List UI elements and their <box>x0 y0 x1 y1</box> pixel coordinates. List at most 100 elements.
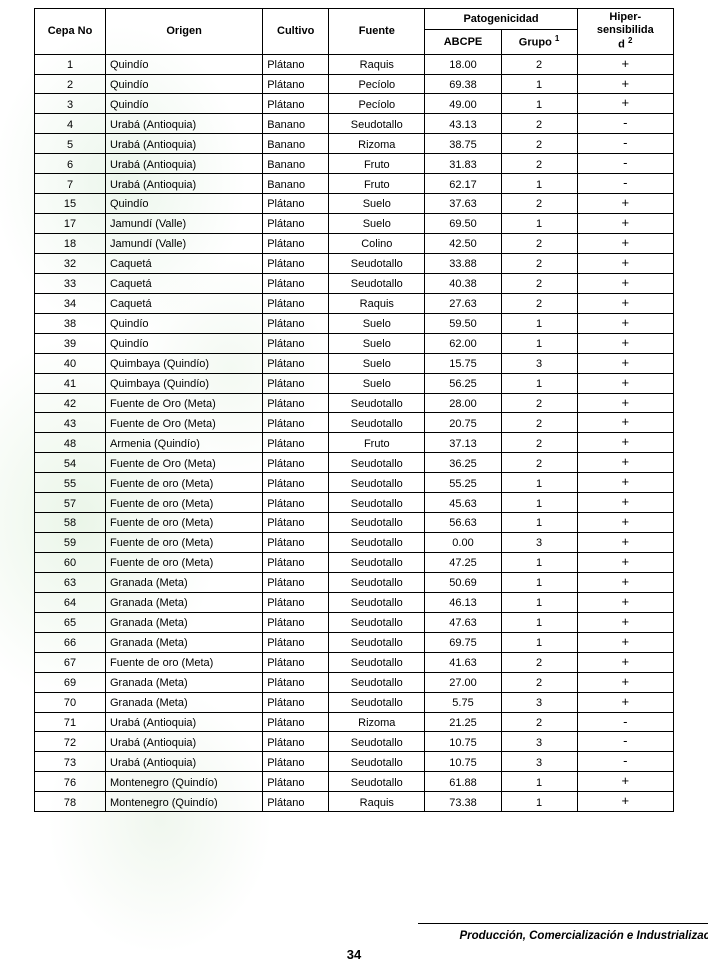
table-row: 41Quimbaya (Quindío)PlátanoSuelo56.251+ <box>35 373 674 393</box>
cell-grupo: 2 <box>501 293 577 313</box>
cell-hiper: - <box>577 712 673 732</box>
cell-grupo: 2 <box>501 712 577 732</box>
cell-cepa: 64 <box>35 592 106 612</box>
cell-grupo: 1 <box>501 632 577 652</box>
col-abcpe: ABCPE <box>425 30 501 54</box>
cell-hiper: + <box>577 652 673 672</box>
cell-origen: Granada (Meta) <box>106 672 263 692</box>
cell-hiper: - <box>577 134 673 154</box>
page-number: 34 <box>347 947 361 962</box>
cell-grupo: 1 <box>501 214 577 234</box>
cell-cultivo: Plátano <box>263 214 329 234</box>
cell-hiper: + <box>577 313 673 333</box>
table-row: 32CaquetáPlátanoSeudotallo33.882+ <box>35 253 674 273</box>
cell-abcpe: 42.50 <box>425 234 501 254</box>
cell-hiper: + <box>577 572 673 592</box>
cell-cepa: 41 <box>35 373 106 393</box>
cell-cepa: 4 <box>35 114 106 134</box>
cell-grupo: 2 <box>501 433 577 453</box>
table-row: 54Fuente de Oro (Meta)PlátanoSeudotallo3… <box>35 453 674 473</box>
table-row: 2QuindíoPlátanoPecíolo69.381+ <box>35 74 674 94</box>
cell-fuente: Seudotallo <box>329 273 425 293</box>
cell-cepa: 57 <box>35 493 106 513</box>
cell-grupo: 1 <box>501 74 577 94</box>
cell-cultivo: Banano <box>263 154 329 174</box>
cell-grupo: 1 <box>501 313 577 333</box>
cell-fuente: Seudotallo <box>329 473 425 493</box>
cell-origen: Fuente de oro (Meta) <box>106 473 263 493</box>
cell-hiper: + <box>577 692 673 712</box>
table-row: 69Granada (Meta)PlátanoSeudotallo27.002+ <box>35 672 674 692</box>
cell-cepa: 58 <box>35 513 106 533</box>
cell-fuente: Seudotallo <box>329 553 425 573</box>
cell-cultivo: Banano <box>263 134 329 154</box>
cell-hiper: + <box>577 74 673 94</box>
cell-cepa: 43 <box>35 413 106 433</box>
cell-cepa: 65 <box>35 612 106 632</box>
cell-cultivo: Plátano <box>263 513 329 533</box>
cell-origen: Fuente de Oro (Meta) <box>106 413 263 433</box>
cell-abcpe: 27.63 <box>425 293 501 313</box>
cell-abcpe: 38.75 <box>425 134 501 154</box>
table-row: 78Montenegro (Quindío)PlátanoRaquis73.38… <box>35 792 674 812</box>
cell-origen: Caquetá <box>106 273 263 293</box>
cell-fuente: Suelo <box>329 353 425 373</box>
cell-hiper: + <box>577 373 673 393</box>
cell-grupo: 1 <box>501 94 577 114</box>
cell-cepa: 3 <box>35 94 106 114</box>
cell-cultivo: Plátano <box>263 473 329 493</box>
cell-hiper: + <box>577 353 673 373</box>
cell-origen: Urabá (Antioquia) <box>106 134 263 154</box>
table-row: 70Granada (Meta)PlátanoSeudotallo5.753+ <box>35 692 674 712</box>
cell-grupo: 2 <box>501 194 577 214</box>
table-body: 1QuindíoPlátanoRaquis18.002+2QuindíoPlát… <box>35 54 674 812</box>
cell-hiper: - <box>577 752 673 772</box>
cell-cepa: 40 <box>35 353 106 373</box>
cell-cultivo: Plátano <box>263 672 329 692</box>
cell-hiper: + <box>577 772 673 792</box>
cell-origen: Fuente de oro (Meta) <box>106 553 263 573</box>
cell-origen: Caquetá <box>106 293 263 313</box>
cell-abcpe: 56.63 <box>425 513 501 533</box>
cell-hiper: - <box>577 174 673 194</box>
cell-abcpe: 69.50 <box>425 214 501 234</box>
cell-abcpe: 37.63 <box>425 194 501 214</box>
cell-cepa: 39 <box>35 333 106 353</box>
cell-origen: Caquetá <box>106 253 263 273</box>
cell-abcpe: 5.75 <box>425 692 501 712</box>
cell-origen: Urabá (Antioquia) <box>106 174 263 194</box>
cell-origen: Quimbaya (Quindío) <box>106 373 263 393</box>
cell-grupo: 2 <box>501 453 577 473</box>
cell-cepa: 72 <box>35 732 106 752</box>
cell-cepa: 32 <box>35 253 106 273</box>
cell-cultivo: Plátano <box>263 353 329 373</box>
cell-hiper: + <box>577 792 673 812</box>
cell-origen: Granada (Meta) <box>106 632 263 652</box>
table-row: 39QuindíoPlátanoSuelo62.001+ <box>35 333 674 353</box>
table-row: 63Granada (Meta)PlátanoSeudotallo50.691+ <box>35 572 674 592</box>
cell-cepa: 17 <box>35 214 106 234</box>
cell-grupo: 2 <box>501 114 577 134</box>
cell-hiper: - <box>577 154 673 174</box>
cell-abcpe: 33.88 <box>425 253 501 273</box>
cell-hiper: + <box>577 493 673 513</box>
cell-cultivo: Plátano <box>263 313 329 333</box>
cell-origen: Quindío <box>106 54 263 74</box>
table-header: Cepa No Origen Cultivo Fuente Patogenici… <box>35 9 674 55</box>
cell-grupo: 2 <box>501 273 577 293</box>
table-row: 42Fuente de Oro (Meta)PlátanoSeudotallo2… <box>35 393 674 413</box>
table-row: 15QuindíoPlátanoSuelo37.632+ <box>35 194 674 214</box>
col-cultivo: Cultivo <box>263 9 329 55</box>
cell-grupo: 1 <box>501 493 577 513</box>
cell-abcpe: 0.00 <box>425 533 501 553</box>
cell-hiper: + <box>577 632 673 652</box>
cell-fuente: Suelo <box>329 333 425 353</box>
cell-hiper: + <box>577 253 673 273</box>
cell-cultivo: Plátano <box>263 333 329 353</box>
cell-cultivo: Plátano <box>263 413 329 433</box>
table-row: 3QuindíoPlátanoPecíolo49.001+ <box>35 94 674 114</box>
cell-fuente: Seudotallo <box>329 572 425 592</box>
table-row: 38QuindíoPlátanoSuelo59.501+ <box>35 313 674 333</box>
cell-fuente: Seudotallo <box>329 393 425 413</box>
cell-fuente: Seudotallo <box>329 732 425 752</box>
